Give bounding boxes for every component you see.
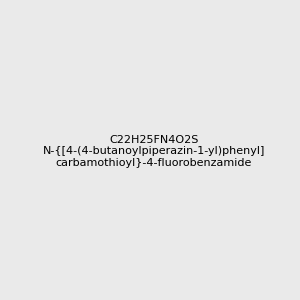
Text: C22H25FN4O2S
N-{[4-(4-butanoylpiperazin-1-yl)phenyl]
carbamothioyl}-4-fluorobenz: C22H25FN4O2S N-{[4-(4-butanoylpiperazin-… [43, 135, 265, 168]
